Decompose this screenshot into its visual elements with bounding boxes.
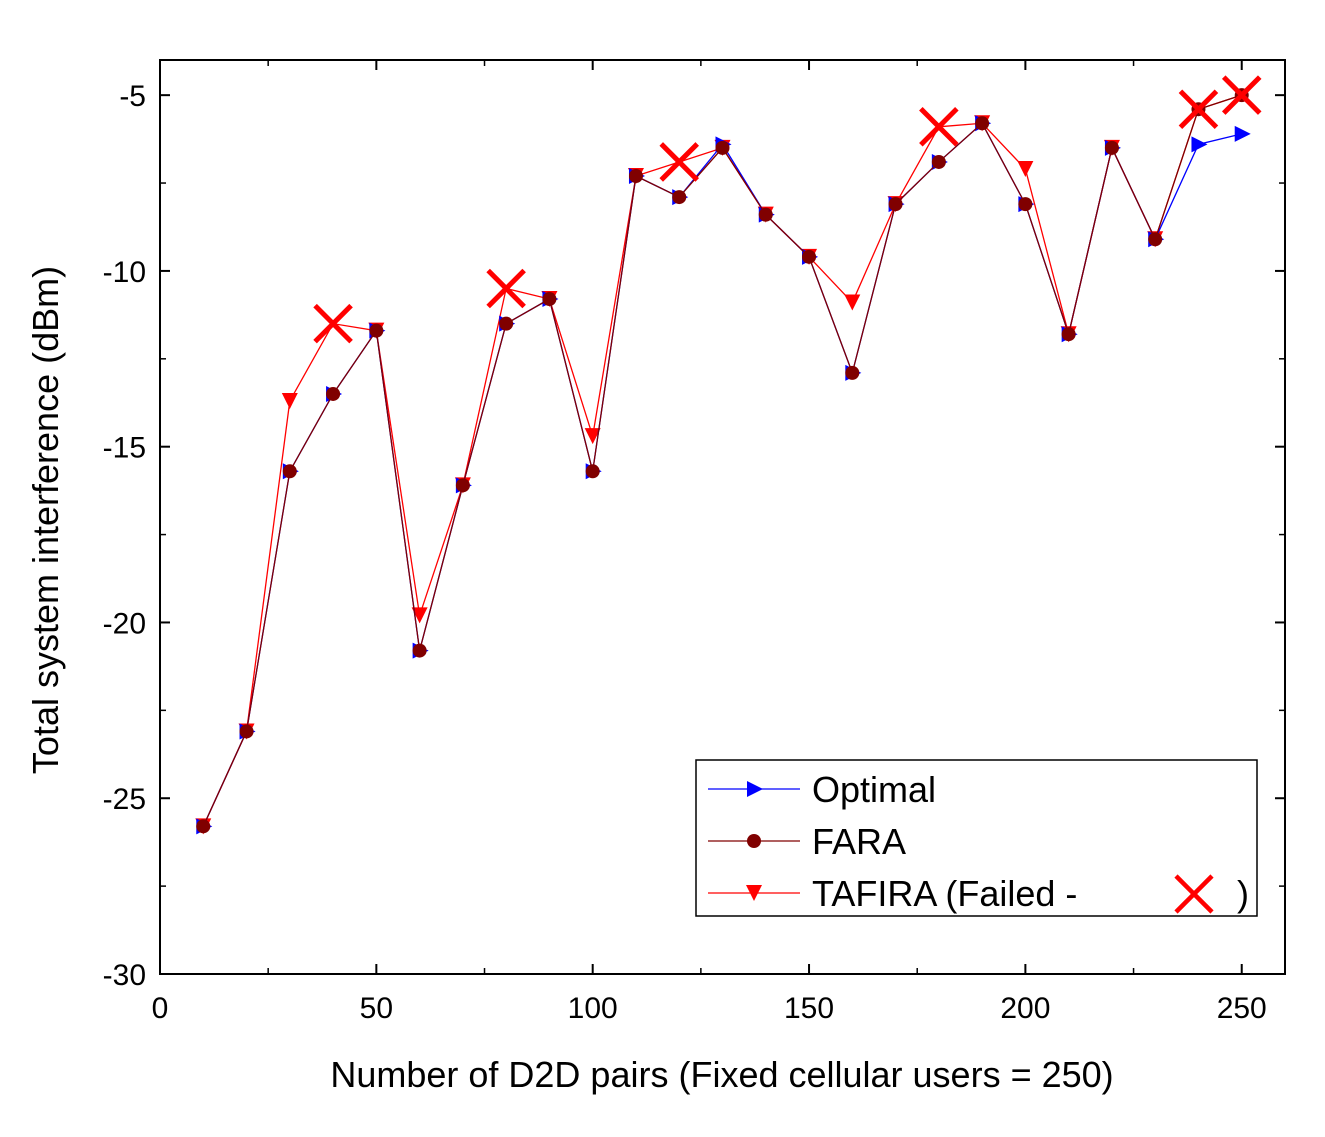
failed-x-marker <box>659 142 699 182</box>
point-fara <box>715 140 730 155</box>
failed-x-marker <box>1178 89 1219 129</box>
x-tick-label: 50 <box>360 992 393 1025</box>
point-fara <box>628 169 643 184</box>
failed-x-marker <box>313 303 353 344</box>
point-tafira <box>1017 160 1034 177</box>
legend-label-optimal: Optimal <box>812 769 936 810</box>
point-fara <box>369 323 384 338</box>
x-tick-label: 150 <box>784 992 834 1025</box>
x-tick-label: 250 <box>1217 992 1267 1025</box>
legend-point-optimal <box>747 781 763 797</box>
y-tick-label: -10 <box>103 256 146 289</box>
legend-failed-x-icon <box>1174 874 1214 914</box>
legend-point-fara <box>747 834 761 848</box>
point-fara <box>975 116 990 131</box>
failed-x-marker <box>1221 75 1262 115</box>
y-axis-label: Total system interference (dBm) <box>25 266 66 774</box>
point-fara <box>1104 140 1119 155</box>
y-tick-label: -25 <box>103 783 146 816</box>
legend-point-tafira <box>746 885 762 901</box>
legend-marker-optimal <box>747 781 763 797</box>
y-tick-label: -30 <box>103 959 146 992</box>
point-tafira <box>584 428 601 445</box>
point-optimal <box>1234 125 1251 142</box>
point-fara <box>542 292 557 307</box>
plot-frame <box>159 59 1286 975</box>
point-fara <box>412 643 427 658</box>
point-fara <box>196 819 211 834</box>
point-fara <box>499 316 514 331</box>
legend-label-tafira-suffix: ) <box>1237 873 1249 914</box>
point-tafira <box>281 392 298 409</box>
point-fara <box>758 207 773 222</box>
y-tick-label: -15 <box>103 432 146 465</box>
x-tick-label: 200 <box>1000 992 1050 1025</box>
failure-markers <box>313 75 1262 344</box>
point-fara <box>888 197 903 212</box>
failed-x-marker <box>486 268 526 309</box>
ticks-layer: 0 50 100 150 200 250 -30 -25 -20 -15 -10 -5 <box>103 60 1285 1025</box>
x-tick-label: 0 <box>152 992 169 1025</box>
legend-box <box>695 759 1258 917</box>
legend: Optimal FARA TAFIRA (Failed - ) <box>695 759 1258 917</box>
point-fara <box>1148 232 1163 247</box>
point-fara <box>326 386 341 401</box>
point-fara <box>282 464 297 479</box>
point-fara <box>455 478 470 493</box>
legend-marker-tafira <box>746 885 762 901</box>
y-tick-label: -5 <box>119 80 146 113</box>
series-layer <box>195 88 1251 835</box>
y-tick-label: -20 <box>103 607 146 640</box>
point-fara <box>931 154 946 169</box>
point-fara <box>585 464 600 479</box>
point-tafira <box>411 607 428 624</box>
point-fara <box>1018 197 1033 212</box>
x-axis-label: Number of D2D pairs (Fixed cellular user… <box>330 1054 1113 1095</box>
failed-x-marker <box>919 107 959 147</box>
legend-marker-fara <box>747 834 761 848</box>
point-fara <box>239 724 254 739</box>
legend-label-tafira: TAFIRA (Failed - <box>812 873 1077 914</box>
point-fara <box>672 190 687 205</box>
point-fara <box>802 249 817 264</box>
x-tick-label: 100 <box>568 992 618 1025</box>
legend-label-fara: FARA <box>812 821 906 862</box>
point-fara <box>845 365 860 380</box>
point-tafira <box>844 294 861 311</box>
point-optimal <box>1191 136 1208 153</box>
point-fara <box>1061 327 1076 342</box>
